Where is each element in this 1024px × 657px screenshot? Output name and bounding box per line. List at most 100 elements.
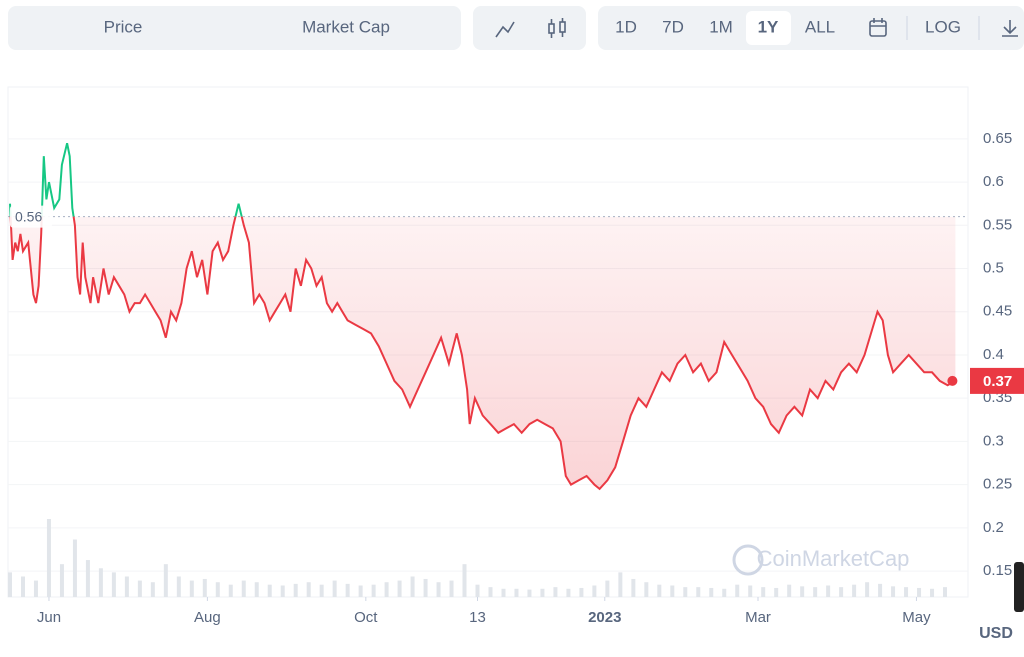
y-unit: USD <box>979 625 1013 642</box>
volume-bar <box>891 586 896 597</box>
y-tick-label: 0.3 <box>983 432 1004 449</box>
volume-bar <box>553 587 558 597</box>
y-tick-label: 0.55 <box>983 216 1012 233</box>
scroll-handle <box>1014 562 1024 612</box>
volume-bar <box>527 589 532 597</box>
volume-bar <box>254 582 259 597</box>
x-tick-label: Mar <box>745 609 771 626</box>
volume-bar <box>748 585 753 597</box>
range-button[interactable]: 1M <box>709 17 733 36</box>
candle-icon[interactable] <box>548 18 566 38</box>
volume-bar <box>306 582 311 597</box>
x-tick-label: 2023 <box>588 609 621 626</box>
range-button[interactable]: 1D <box>615 17 637 36</box>
volume-bar <box>436 582 441 597</box>
x-tick-label: Jun <box>37 609 61 626</box>
volume-bar <box>722 588 727 597</box>
volume-bar <box>85 560 90 597</box>
baseline-label-bg <box>10 205 52 228</box>
x-tick-label: May <box>902 609 931 626</box>
y-tick-label: 0.6 <box>983 173 1004 190</box>
volume-bar <box>592 585 597 597</box>
volume-bar <box>670 585 675 597</box>
area-fill <box>10 216 956 489</box>
volume-bar <box>267 584 272 597</box>
volume-bar <box>137 580 142 597</box>
volume-bar <box>631 578 636 597</box>
volume-bar <box>345 583 350 597</box>
volume-bar <box>215 582 220 597</box>
volume-bar <box>852 584 857 597</box>
volume-bar <box>202 578 207 597</box>
chart-type-group <box>473 6 586 50</box>
volume-bar <box>371 584 376 597</box>
x-tick-label: Aug <box>194 609 221 626</box>
y-tick-label: 0.5 <box>983 259 1004 276</box>
range-button[interactable]: 7D <box>662 17 684 36</box>
volume-bar <box>657 584 662 597</box>
volume-bar <box>800 586 805 597</box>
volume-bar <box>397 580 402 597</box>
volume-bar <box>228 584 233 597</box>
volume-bar <box>605 580 610 597</box>
volume-bar <box>8 572 12 597</box>
volume-bar <box>462 564 467 597</box>
volume-bar <box>449 580 454 597</box>
price-line-down <box>9 216 956 491</box>
volume-bar <box>358 585 363 597</box>
y-tick-label: 0.25 <box>983 476 1012 493</box>
volume-bar <box>683 587 688 597</box>
y-tick-label: 0.4 <box>983 346 1004 363</box>
y-tick-label: 0.2 <box>983 519 1004 536</box>
volume-bar <box>566 588 571 597</box>
active-range <box>746 11 791 45</box>
volume-bar <box>917 587 922 597</box>
volume-bar <box>709 587 714 597</box>
range-button[interactable]: ALL <box>805 17 835 36</box>
volume-bar <box>72 539 77 597</box>
y-tick-label: 0.45 <box>983 303 1012 320</box>
x-tick-label: Oct <box>354 609 378 626</box>
volume-bar <box>111 572 116 597</box>
current-dot <box>947 375 958 386</box>
volume-bar <box>930 588 935 597</box>
volume-bar <box>943 587 948 597</box>
calendar-icon[interactable] <box>869 18 887 37</box>
tab[interactable]: Market Cap <box>302 17 390 36</box>
volume-bar <box>33 580 38 597</box>
volume-bar <box>384 582 389 597</box>
volume-bar <box>514 588 519 597</box>
current-label-bg <box>970 367 1024 394</box>
tab[interactable]: Price <box>104 17 143 36</box>
volume-bar <box>423 578 428 597</box>
x-tick-label: 13 <box>469 609 486 626</box>
range-button[interactable]: 1Y <box>758 17 779 36</box>
volume-bar <box>59 564 64 597</box>
y-tick-label: 0.15 <box>983 562 1012 579</box>
volume-bar <box>488 587 493 597</box>
tab-group <box>8 6 461 50</box>
volume-bar <box>124 576 129 597</box>
volume-bar <box>241 580 246 597</box>
volume-bar <box>98 568 103 597</box>
watermark-logo <box>732 544 764 576</box>
volume-bar <box>150 582 155 597</box>
volume-bar <box>865 582 870 597</box>
log-toggle[interactable]: LOG <box>925 17 961 36</box>
volume-bar <box>904 587 909 597</box>
line-icon[interactable] <box>495 21 515 38</box>
volume-bar <box>644 582 649 597</box>
volume-bar <box>878 583 883 597</box>
volume-bar <box>696 587 701 597</box>
volume-bar <box>319 584 324 597</box>
download-icon[interactable] <box>1002 20 1018 37</box>
volume-bar <box>163 564 168 597</box>
volume-bar <box>813 587 818 597</box>
volume-bar <box>332 580 337 597</box>
volume-bar <box>540 588 545 597</box>
range-group <box>598 6 1024 50</box>
volume-bar <box>20 576 25 597</box>
y-tick-label: 0.65 <box>983 130 1012 147</box>
